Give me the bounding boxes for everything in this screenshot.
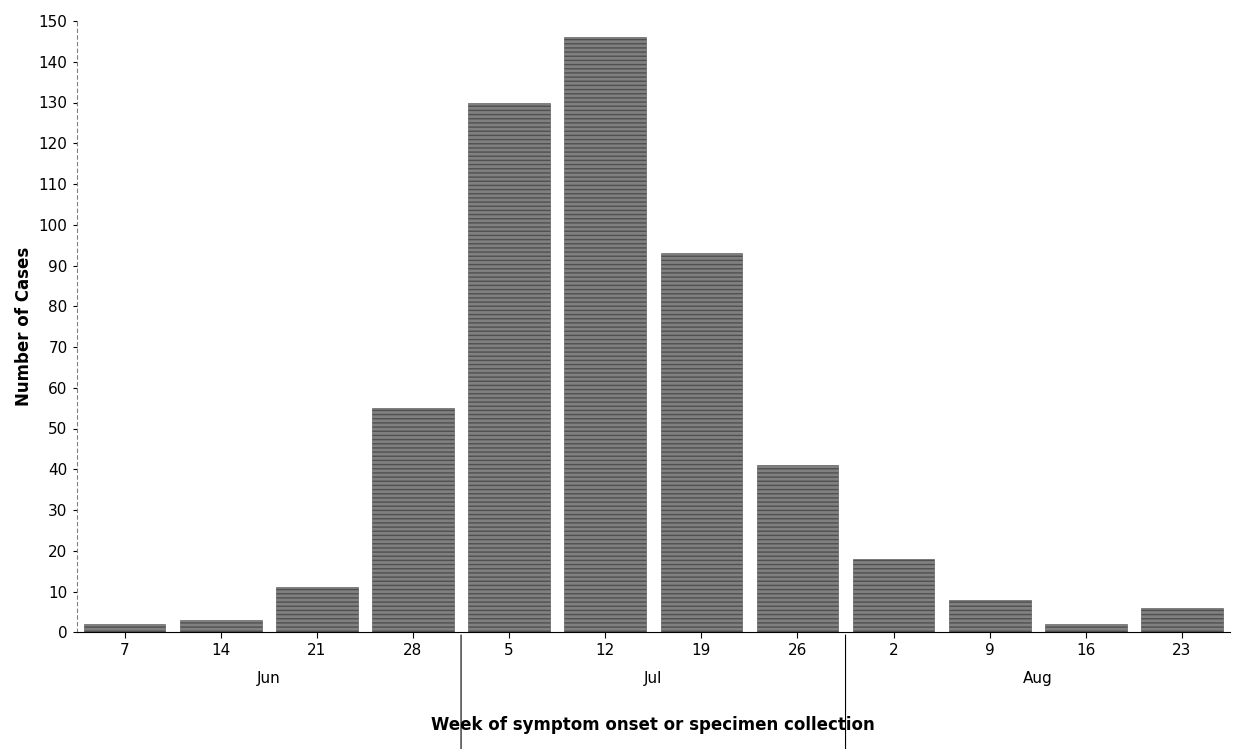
Bar <box>564 37 646 632</box>
Text: Jun: Jun <box>256 671 280 686</box>
Bar <box>83 624 166 632</box>
Y-axis label: Number of Cases: Number of Cases <box>15 247 34 406</box>
Text: Aug: Aug <box>1023 671 1052 686</box>
Bar <box>949 600 1031 632</box>
X-axis label: Week of symptom onset or specimen collection: Week of symptom onset or specimen collec… <box>432 716 875 734</box>
Bar <box>853 559 935 632</box>
Bar <box>372 408 454 632</box>
Bar <box>468 103 550 632</box>
Bar <box>757 465 838 632</box>
Bar <box>1045 624 1127 632</box>
Bar <box>181 620 261 632</box>
Text: Jul: Jul <box>644 671 662 686</box>
Bar <box>276 587 357 632</box>
Bar <box>1142 607 1223 632</box>
Bar <box>661 253 742 632</box>
